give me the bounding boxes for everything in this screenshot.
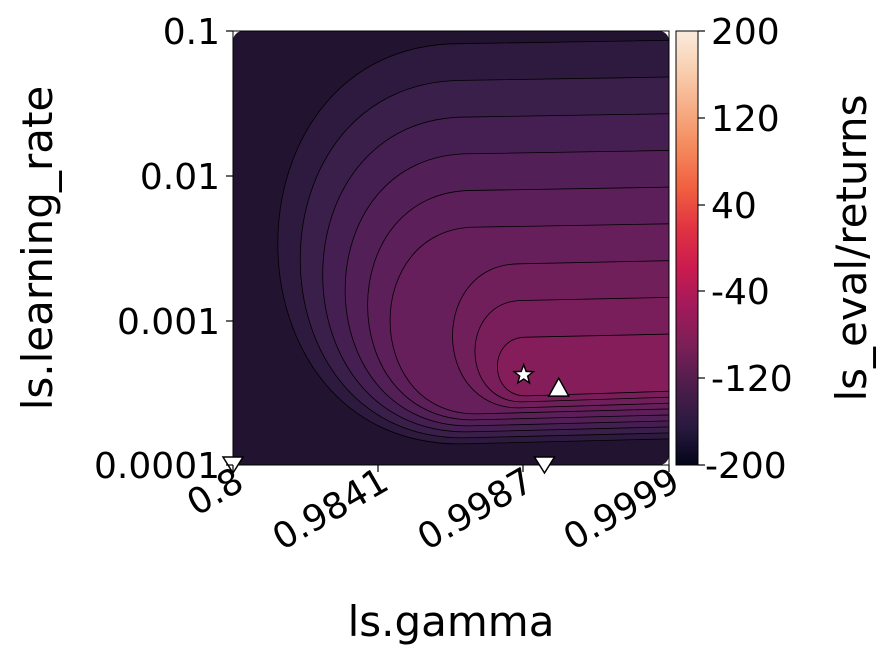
plot-area xyxy=(233,31,669,465)
colorbar-tick-label: -120 xyxy=(711,359,793,400)
x-axis-title: ls.gamma xyxy=(348,597,555,646)
colorbar-fill xyxy=(675,30,699,466)
colorbar-tick-label: -40 xyxy=(711,272,770,313)
colorbar-title: ls_eval/returns xyxy=(827,94,876,401)
colorbar-tick-label: 40 xyxy=(711,186,757,227)
colorbar-tick-label: -200 xyxy=(705,446,787,487)
y-axis-ticks: 0.1 0.01 0.001 0.0001 xyxy=(94,12,233,487)
x-axis-ticks: 0.8 0.9841 0.9987 0.9999 xyxy=(180,460,686,558)
triangle-down-marker xyxy=(533,456,556,475)
colorbar-tick-label: 120 xyxy=(711,99,780,140)
plot-frame xyxy=(232,30,670,466)
markers xyxy=(221,362,571,475)
y-tick-label: 0.001 xyxy=(117,302,220,343)
contour-band xyxy=(497,332,669,397)
y-tick-label: 0.1 xyxy=(163,12,220,53)
colorbar: 200 120 40 -40 -120 -200 ls_eval/returns xyxy=(675,12,876,487)
y-tick-label: 0.0001 xyxy=(94,446,220,487)
y-tick-label: 0.01 xyxy=(140,157,220,198)
y-axis-title: ls.learning_rate xyxy=(13,86,62,411)
triangle-up-marker xyxy=(547,376,571,397)
x-tick-label: 0.9999 xyxy=(557,460,687,558)
x-tick-label: 0.9841 xyxy=(266,460,396,558)
x-tick-label: 0.9987 xyxy=(411,460,541,558)
star-marker xyxy=(512,362,536,385)
colorbar-tick-label: 200 xyxy=(711,12,780,53)
